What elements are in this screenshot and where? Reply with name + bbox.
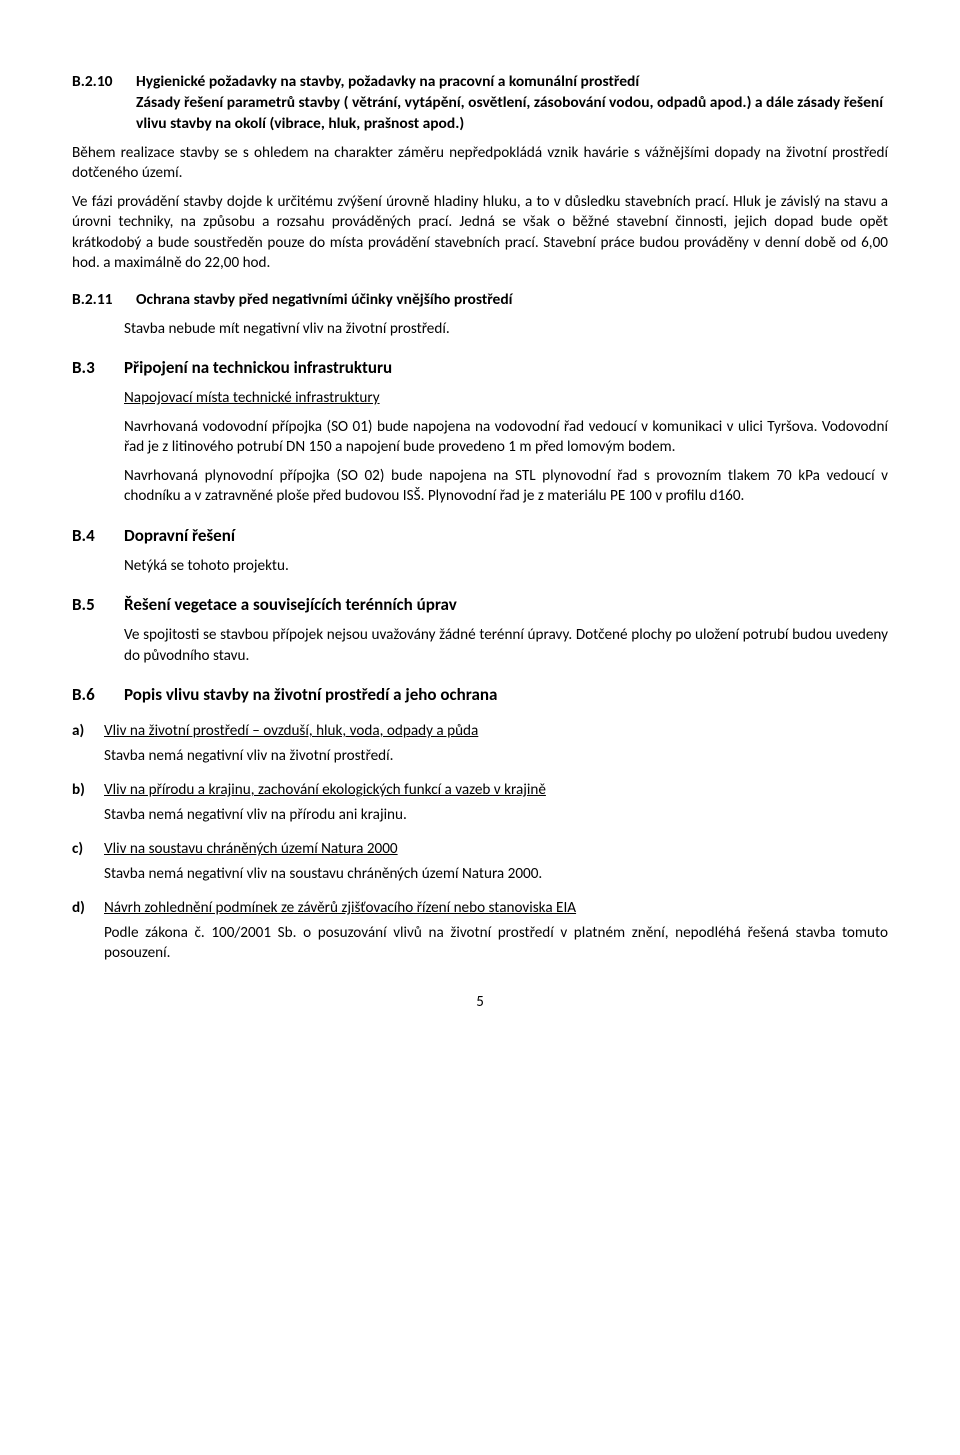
heading-number: B.3 [72,357,124,380]
heading-title-line1: Hygienické požadavky na stavby, požadavk… [136,72,639,91]
heading-number: B.4 [72,525,124,548]
subheading-underline: Napojovací místa technické infrastruktur… [124,388,888,409]
page-number: 5 [72,992,888,1012]
list-item-label: d) [72,898,104,964]
heading-title: Popis vlivu stavby na životní prostředí … [124,684,888,707]
heading-title: Řešení vegetace a souvisejících terénníc… [124,594,888,617]
heading-b4: B.4 Dopravní řešení [72,525,888,548]
list-item-body: Stavba nemá negativní vliv na soustavu c… [104,864,888,885]
paragraph: Ve fázi provádění stavby dojde k určitém… [72,192,888,274]
paragraph: Ve spojitosti se stavbou přípojek nejsou… [124,625,888,666]
list-item: c)Vliv na soustavu chráněných území Natu… [72,839,888,884]
list-item-head: Návrh zohlednění podmínek ze závěrů zjiš… [104,898,888,919]
list-item-head: Vliv na přírodu a krajinu, zachování eko… [104,780,888,801]
paragraph: Navrhovaná vodovodní přípojka (SO 01) bu… [124,417,888,458]
list-item: a)Vliv na životní prostředí – ovzduší, h… [72,721,888,766]
heading-b5: B.5 Řešení vegetace a souvisejících teré… [72,594,888,617]
heading-number: B.2.11 [72,290,136,311]
heading-title: Připojení na technickou infrastrukturu [124,357,888,380]
list-item-content: Návrh zohlednění podmínek ze závěrů zjiš… [104,898,888,964]
heading-number: B.5 [72,594,124,617]
heading-title-line2: Zásady řešení parametrů stavby ( větrání… [136,93,883,133]
heading-number: B.6 [72,684,124,707]
heading-b210: B.2.10 Hygienické požadavky na stavby, p… [72,72,888,135]
list-item-content: Vliv na životní prostředí – ovzduší, hlu… [104,721,888,766]
list-item-body: Stavba nemá negativní vliv na životní pr… [104,746,888,767]
list-item-body: Podle zákona č. 100/2001 Sb. o posuzován… [104,923,888,964]
list-item-body: Stavba nemá negativní vliv na přírodu an… [104,805,888,826]
list-item-head: Vliv na životní prostředí – ovzduší, hlu… [104,721,888,742]
list-item-label: b) [72,780,104,825]
heading-title: Ochrana stavby před negativními účinky v… [136,290,888,311]
heading-b211: B.2.11 Ochrana stavby před negativními ú… [72,290,888,311]
heading-title: Dopravní řešení [124,525,888,548]
heading-number: B.2.10 [72,72,136,135]
list-item: b)Vliv na přírodu a krajinu, zachování e… [72,780,888,825]
list-item-label: c) [72,839,104,884]
list-item-content: Vliv na přírodu a krajinu, zachování eko… [104,780,888,825]
paragraph: Netýká se tohoto projektu. [124,556,888,577]
heading-title: Hygienické požadavky na stavby, požadavk… [136,72,888,135]
list-item: d)Návrh zohlednění podmínek ze závěrů zj… [72,898,888,964]
paragraph: Stavba nebude mít negativní vliv na živo… [124,319,888,340]
list-b6: a)Vliv na životní prostředí – ovzduší, h… [72,721,888,964]
list-item-label: a) [72,721,104,766]
paragraph: Navrhovaná plynovodní přípojka (SO 02) b… [124,466,888,507]
paragraph: Během realizace stavby se s ohledem na c… [72,143,888,184]
heading-b3: B.3 Připojení na technickou infrastruktu… [72,357,888,380]
heading-b6: B.6 Popis vlivu stavby na životní prostř… [72,684,888,707]
list-item-content: Vliv na soustavu chráněných území Natura… [104,839,888,884]
list-item-head: Vliv na soustavu chráněných území Natura… [104,839,888,860]
